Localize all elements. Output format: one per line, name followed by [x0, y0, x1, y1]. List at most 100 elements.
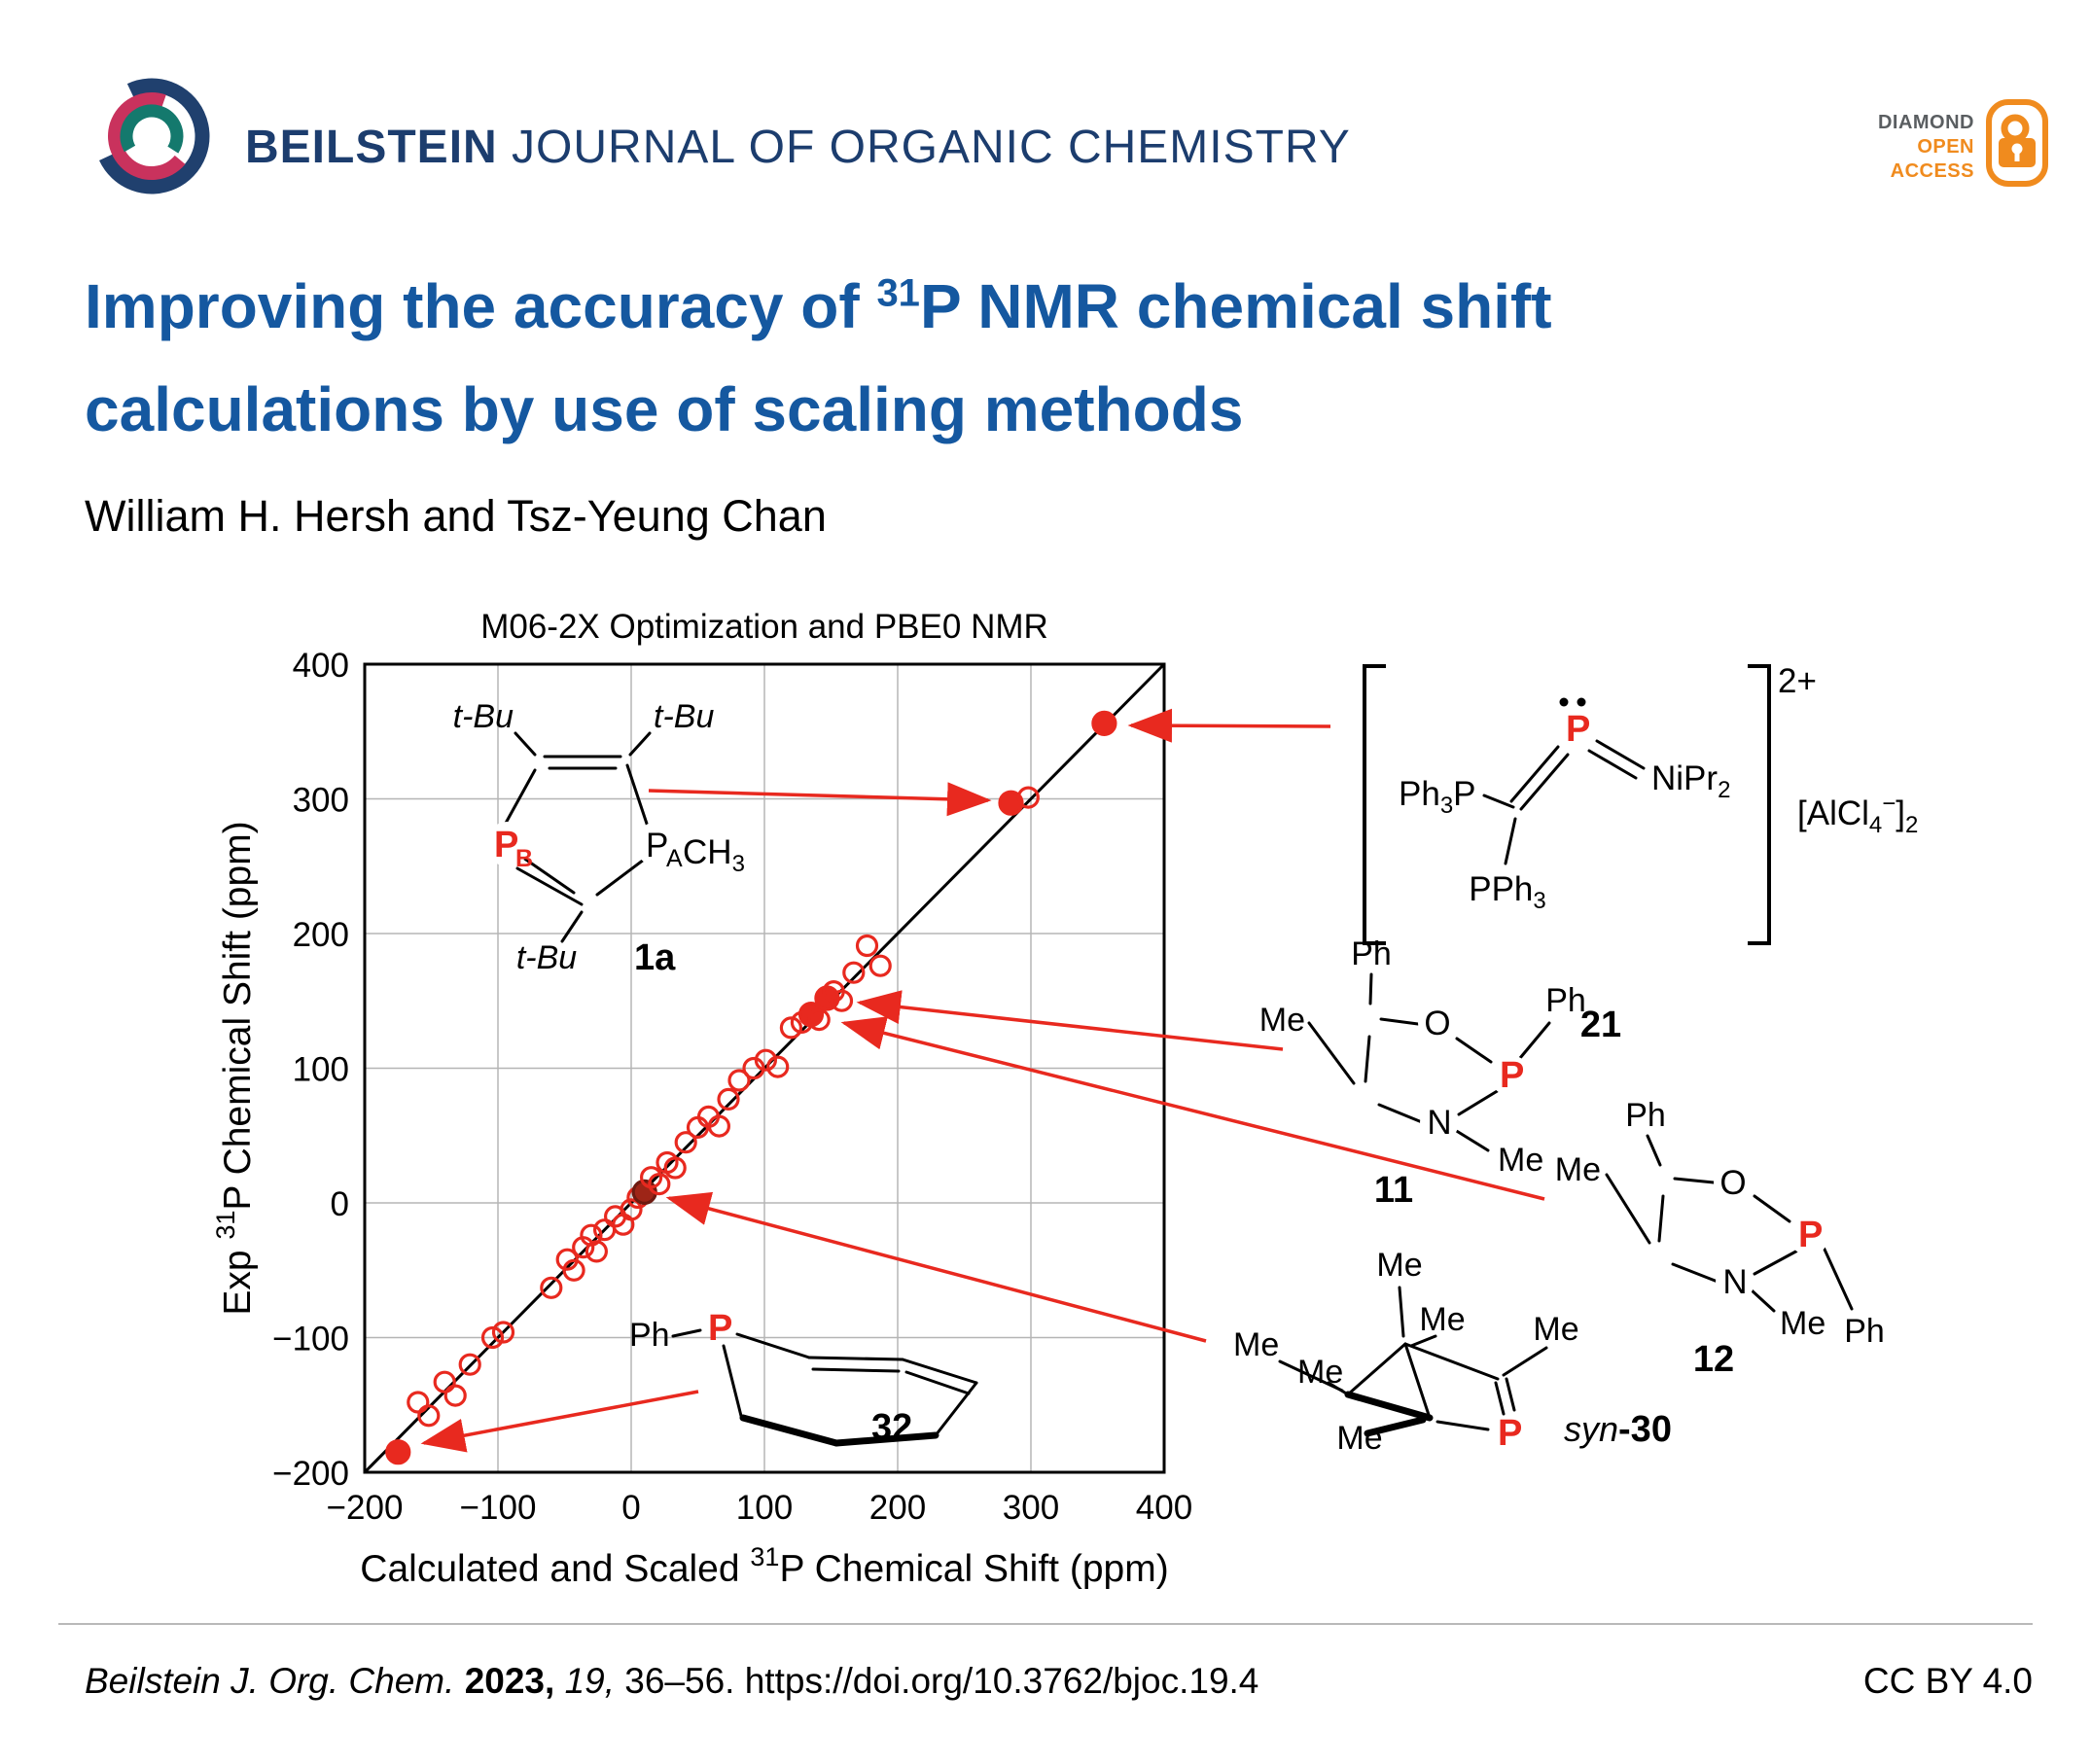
citation-year: 2023, [464, 1661, 555, 1701]
atom-label-phosphorus-a: P [646, 827, 668, 864]
substituent-label-me: Me [1297, 1354, 1343, 1391]
structure-1a-phosphole: t-Bu t-Bu t-Bu P B P A CH3 1a [453, 698, 745, 978]
atom-halos [1714, 1163, 1829, 1301]
data-point [620, 1198, 643, 1221]
atom-label-nitrogen: N [1427, 1104, 1451, 1142]
title-line2: calculations by use of scaling methods [85, 374, 1244, 445]
atom-label-oxygen: O [1719, 1164, 1746, 1202]
svg-text:0: 0 [621, 1489, 640, 1527]
open-access-text: DIAMOND OPEN ACCESS [1828, 111, 1974, 184]
journal-name-rest: JOURNAL OF ORGANIC CHEMISTRY [497, 122, 1351, 173]
citation: Beilstein J. Org. Chem. 2023, 19, 36–56.… [85, 1661, 1258, 1702]
scatter-points [385, 710, 1117, 1465]
title-line1-post: P NMR chemical shift [919, 271, 1552, 341]
substituent-label-me: Me [1419, 1301, 1465, 1338]
atom-label-phosphorus: P [1798, 1215, 1823, 1255]
atom-label-phosphorus: P [1566, 709, 1590, 750]
citation-journal: Beilstein J. Org. Chem. [85, 1661, 455, 1701]
atom-label-phosphorus: P [1498, 1413, 1522, 1454]
footer-divider [58, 1623, 2033, 1625]
journal-name-bold: BEILSTEIN [245, 122, 498, 173]
left-bracket [1363, 664, 1386, 945]
tick-labels: −200 −100 0 100 200 300 400 −200 −100 0 100 200 300 4… [272, 647, 1192, 1527]
methyl-label: CH3 [683, 833, 745, 877]
substituent-label-me: Me [1259, 1002, 1305, 1039]
data-point [385, 1439, 411, 1465]
structure-id-11: 11 [1374, 1170, 1413, 1211]
journal-name: BEILSTEIN JOURNAL OF ORGANIC CHEMISTRY [245, 121, 1351, 174]
svg-text:200: 200 [869, 1489, 926, 1527]
data-point [868, 954, 892, 977]
structure-32-phosphepine: Ph P 32 [629, 1308, 978, 1448]
chart-title: M06-2X Optimization and PBE0 NMR [480, 608, 1048, 646]
atom-halos [485, 822, 680, 866]
data-point [433, 1370, 456, 1394]
atom-sublabel-b: B [515, 845, 533, 872]
atom-label-nitrogen: N [1722, 1263, 1747, 1301]
svg-text:200: 200 [293, 916, 349, 954]
bond-lines [1278, 1286, 1548, 1437]
atom-sublabel-a: A [666, 845, 683, 872]
data-point [480, 1325, 505, 1350]
oa-diamond-label: DIAMOND [1877, 112, 1974, 133]
data-point [727, 1069, 751, 1092]
svg-text:0: 0 [331, 1185, 349, 1223]
counterion-label: [AlCl4−]2 [1797, 791, 1918, 838]
atom-label-phosphorus: P [708, 1308, 732, 1349]
data-point [807, 1008, 831, 1032]
data-point [707, 1114, 730, 1138]
amino-label-nipr2: NiPr2 [1651, 759, 1730, 803]
svg-text:−200: −200 [272, 1455, 349, 1493]
beilstein-logo [93, 78, 210, 194]
data-point [855, 934, 879, 958]
data-point [491, 1321, 515, 1344]
substituent-label-ph: Ph [629, 1317, 670, 1354]
charge-label: 2+ [1778, 662, 1817, 700]
structure-id-1a: 1a [634, 937, 676, 978]
substituent-label-tbu: t-Bu [654, 698, 714, 735]
data-point [458, 1353, 481, 1376]
citation-pages-doi: 36–56. https://doi.org/10.3762/bjoc.19.4 [624, 1661, 1259, 1701]
structure-12-oxazaphospholidine: Ph Me O P N Me Ph 12 [1555, 1097, 1885, 1380]
authors: William H. Hersh and Tsz-Yeung Chan [85, 491, 827, 541]
substituent-label-ph: Ph [1844, 1313, 1885, 1350]
data-point [842, 961, 866, 984]
structure-21-phosphenium-dication: 2+ Ph3P P NiPr2 PPh3 [AlCl4−]2 21 [1363, 662, 1918, 1045]
atom-label-phosphorus-b: P [494, 825, 518, 865]
structure-id-12: 12 [1693, 1339, 1734, 1380]
right-bracket [1748, 664, 1771, 945]
bond-lines [1605, 1134, 1854, 1313]
substituent-label-me: Me [1376, 1247, 1422, 1284]
data-point [585, 1240, 608, 1263]
structure-syn30-phosphaalkene: Me Me Me Me Me Me P syn-30 [1233, 1247, 1672, 1457]
data-point [562, 1258, 585, 1282]
svg-text:400: 400 [1136, 1489, 1192, 1527]
title-superscript-31: 31 [876, 271, 920, 315]
svg-text:−100: −100 [460, 1489, 537, 1527]
atom-label-oxygen: O [1424, 1005, 1450, 1042]
bond-lines [1482, 739, 1646, 865]
bond-lines [502, 731, 652, 943]
data-point [407, 1391, 430, 1414]
substituent-label-ph: Ph [1625, 1097, 1666, 1134]
substituent-label-ph: Ph [1351, 935, 1392, 972]
svg-text:−100: −100 [272, 1321, 349, 1358]
oa-access-label: ACCESS [1890, 160, 1974, 182]
substituent-label-me: Me [1555, 1151, 1601, 1188]
y-axis-label: Exp 31P Chemical Shift (ppm) [211, 821, 259, 1315]
logo-arc-navy [93, 78, 210, 194]
substituent-label-tbu: t-Bu [516, 939, 577, 976]
logo-arc-magenta [108, 92, 195, 180]
citation-volume: 19, [564, 1661, 615, 1701]
data-point [754, 1048, 778, 1072]
data-point [717, 1087, 740, 1111]
structure-id-32: 32 [871, 1407, 912, 1448]
logo-arc-teal [120, 104, 184, 168]
title-line1-pre: Improving the accuracy of [85, 271, 877, 341]
data-point [1016, 786, 1040, 809]
structure-id-syn30: syn-30 [1564, 1409, 1672, 1450]
substituent-label-me: Me [1336, 1420, 1382, 1457]
data-point [779, 1016, 803, 1040]
x-axis-label: Calculated and Scaled 31P Chemical Shift… [360, 1542, 1168, 1590]
